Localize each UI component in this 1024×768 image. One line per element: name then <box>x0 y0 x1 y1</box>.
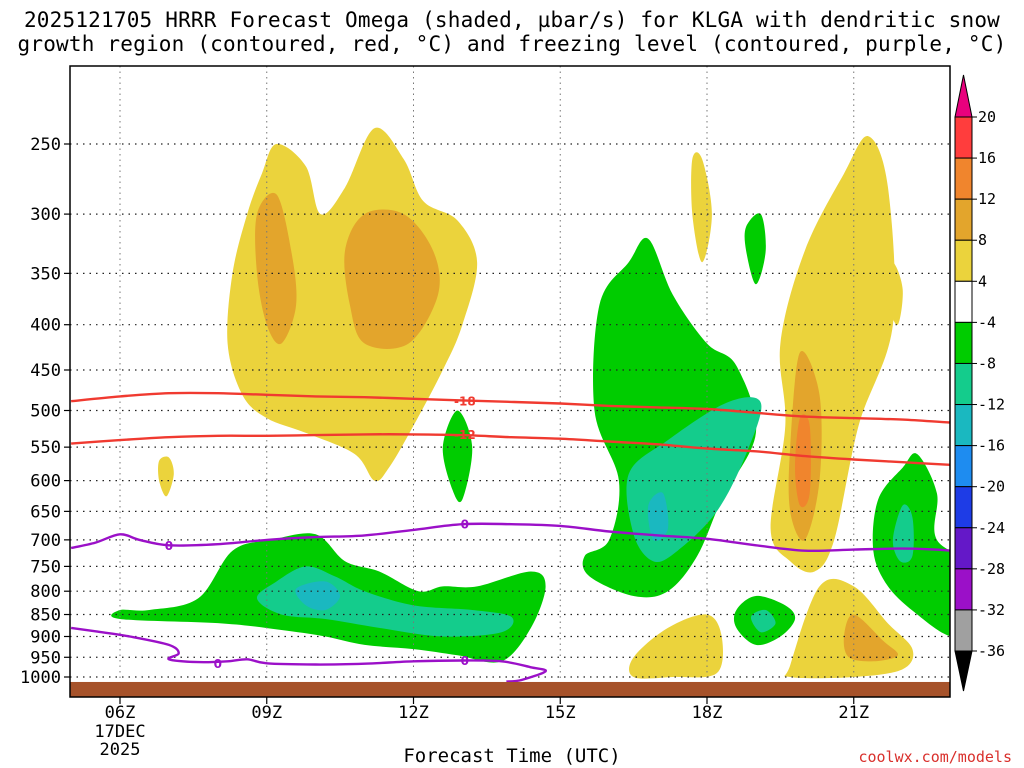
omega-region <box>158 456 174 497</box>
colorbar-box <box>954 609 973 652</box>
x-tick-label: 06Z <box>105 703 136 723</box>
colorbar-label: 4 <box>978 272 987 290</box>
y-tick-label: 400 <box>30 316 61 336</box>
contour-line <box>70 626 547 683</box>
colorbar-box <box>954 157 973 200</box>
x-tick-label: 12Z <box>398 703 429 723</box>
colorbar-bottom-arrow <box>954 650 973 692</box>
x-tick-year: 2025 <box>100 740 141 760</box>
colorbar-box <box>954 445 973 488</box>
colorbar-label: -28 <box>978 560 1005 578</box>
omega-region <box>295 581 341 611</box>
y-tick-label: 300 <box>30 205 61 225</box>
omega-region <box>629 614 723 679</box>
contour-line <box>71 433 950 467</box>
y-tick-label: 250 <box>30 135 61 155</box>
colorbar: 20 16 12 8 4 -4 -8 -12 -16 -20 -24 -28 -32 -36 <box>954 74 1005 692</box>
colorbar-label: -8 <box>978 354 996 372</box>
colorbar-box <box>954 321 973 364</box>
colorbar-label: -32 <box>978 601 1005 619</box>
y-tick-label: 950 <box>30 648 61 668</box>
y-tick-label: 650 <box>30 502 61 522</box>
x-tick-label: 09Z <box>251 703 282 723</box>
omega-region <box>344 209 440 349</box>
colorbar-box <box>954 116 973 159</box>
omega-region <box>255 192 297 345</box>
colorbar-box <box>954 568 973 611</box>
y-tick-label: 900 <box>30 627 61 647</box>
y-tick-label: 550 <box>30 438 61 458</box>
colorbar-top-arrow <box>954 74 973 118</box>
y-tick-label: 1000 <box>20 668 61 688</box>
contour-labels: -18 -12 0 0 0 0 <box>165 395 476 671</box>
contour-lines <box>70 391 950 683</box>
ground-surface <box>70 681 950 697</box>
colorbar-box <box>954 362 973 406</box>
y-axis-ticks: 2503003504004505005506006507007508008509… <box>20 135 70 688</box>
x-tick-label: 15Z <box>545 703 576 723</box>
y-tick-label: 500 <box>30 402 61 422</box>
x-tick-label: 18Z <box>692 703 723 723</box>
x-tick-date: 17DEC <box>94 722 145 742</box>
grid-lines <box>70 66 950 697</box>
contour-label: 0 <box>214 657 222 671</box>
contour-line <box>70 522 950 553</box>
colorbar-box <box>954 527 973 570</box>
colorbar-box <box>954 239 973 282</box>
colorbar-label: 16 <box>978 149 996 167</box>
y-tick-label: 700 <box>30 531 61 551</box>
chart-title-line-1: 2025121705 HRRR Forecast Omega (shaded, … <box>23 8 1001 32</box>
y-tick-label: 450 <box>30 361 61 381</box>
colorbar-box <box>954 280 973 323</box>
omega-region <box>795 414 811 508</box>
x-tick-label: 21Z <box>838 703 869 723</box>
colorbar-box <box>954 198 973 241</box>
colorbar-label: 12 <box>978 190 996 208</box>
colorbar-box <box>954 486 973 529</box>
x-axis-label: Forecast Time (UTC) <box>403 745 621 767</box>
plot-frame <box>69 65 951 698</box>
colorbar-label: -12 <box>978 396 1005 414</box>
y-tick-label: 350 <box>30 264 61 284</box>
colorbar-label: -20 <box>978 478 1005 496</box>
omega-region <box>843 614 898 662</box>
contour-label: 0 <box>461 518 469 532</box>
omega-shading <box>111 127 950 679</box>
contour-label: 0 <box>165 539 173 553</box>
colorbar-label: -36 <box>978 642 1005 660</box>
contour-label: -18 <box>454 395 476 409</box>
colorbar-label: -24 <box>978 519 1005 537</box>
colorbar-label: 8 <box>978 231 987 249</box>
y-tick-label: 600 <box>30 472 61 492</box>
colorbar-label: -16 <box>978 437 1005 455</box>
contour-line <box>70 391 950 424</box>
contour-label: -12 <box>454 428 476 442</box>
omega-region <box>750 609 776 633</box>
chart-title-line-2: growth region (contoured, red, °C) and f… <box>17 32 1007 56</box>
omega-region <box>882 262 903 326</box>
omega-region <box>442 410 473 503</box>
omega-region <box>647 492 669 541</box>
contour-label: 0 <box>461 654 469 668</box>
y-tick-label: 850 <box>30 606 61 626</box>
source-credit: coolwx.com/models <box>858 748 1012 766</box>
colorbar-label: -4 <box>978 313 996 331</box>
y-tick-label: 800 <box>30 582 61 602</box>
colorbar-label: 20 <box>978 108 996 126</box>
y-tick-label: 750 <box>30 557 61 577</box>
omega-region <box>691 152 712 263</box>
omega-region <box>744 213 766 285</box>
colorbar-box <box>954 404 973 447</box>
